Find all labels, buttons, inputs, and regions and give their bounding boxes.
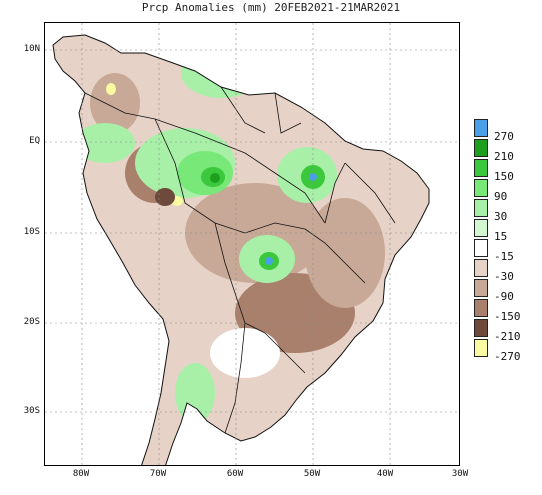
legend-label: 90	[494, 190, 508, 203]
legend-swatch	[474, 319, 488, 337]
color-legend: 270 210 150 90 30 15 -15 -30 -90 -150 -210 -270	[474, 119, 540, 371]
legend-swatch	[474, 119, 488, 137]
country-border	[304, 228, 366, 284]
anomaly-patch	[155, 188, 175, 206]
legend-swatch	[474, 239, 488, 257]
legend-swatch	[474, 259, 488, 277]
legend-label: 270	[494, 130, 514, 143]
legend-swatch	[474, 279, 488, 297]
anomaly-patch	[265, 257, 273, 265]
legend-swatch	[474, 299, 488, 317]
anomaly-patch	[210, 328, 280, 378]
legend-label: -90	[494, 290, 514, 303]
country-border	[214, 222, 266, 334]
lon-label-50w: 50W	[303, 469, 321, 479]
anomaly-patch	[309, 173, 317, 181]
lon-label-80w: 80W	[72, 469, 90, 479]
country-border	[194, 132, 326, 224]
anomaly-patch	[106, 83, 116, 95]
legend-swatch	[474, 159, 488, 177]
map-title: Prcp Anomalies (mm) 20FEB2021-21MAR2021	[141, 1, 401, 14]
coastline	[52, 34, 430, 465]
anomaly-patch	[210, 173, 220, 183]
country-border	[344, 162, 396, 224]
lon-label-30w: 30W	[451, 469, 469, 479]
anomaly-patch	[75, 123, 135, 163]
country-border	[220, 86, 266, 134]
country-borders	[84, 86, 396, 434]
anomaly-patch	[90, 73, 140, 133]
country-border	[274, 92, 302, 134]
legend-label: -270	[494, 350, 521, 363]
legend-swatch	[474, 339, 488, 357]
lat-label-eq: EQ	[29, 136, 40, 146]
lat-label-10n: 10N	[23, 44, 40, 54]
lat-label-10s: 10S	[23, 227, 40, 237]
legend-label: -210	[494, 330, 521, 343]
map-grid	[45, 23, 459, 465]
legend-label: 30	[494, 210, 508, 223]
country-border	[264, 332, 306, 374]
lon-label-60w: 60W	[226, 469, 244, 479]
legend-label: -15	[494, 250, 514, 263]
legend-swatch	[474, 179, 488, 197]
legend-label: -150	[494, 310, 521, 323]
precip-anomaly-map	[45, 23, 459, 465]
legend-label: -30	[494, 270, 514, 283]
lon-label-70w: 70W	[149, 469, 167, 479]
map-panel	[44, 22, 460, 466]
legend-label: 15	[494, 230, 508, 243]
country-border	[324, 162, 346, 224]
legend-swatch	[474, 219, 488, 237]
anomaly-patch	[305, 198, 385, 308]
legend-swatch	[474, 199, 488, 217]
country-border	[224, 322, 246, 434]
lat-label-20s: 20S	[23, 317, 40, 327]
legend-swatch	[474, 139, 488, 157]
lat-label-30s: 30S	[23, 406, 40, 416]
legend-label: 150	[494, 170, 514, 183]
legend-label: 210	[494, 150, 514, 163]
lon-label-40w: 40W	[376, 469, 394, 479]
country-border	[84, 92, 196, 134]
